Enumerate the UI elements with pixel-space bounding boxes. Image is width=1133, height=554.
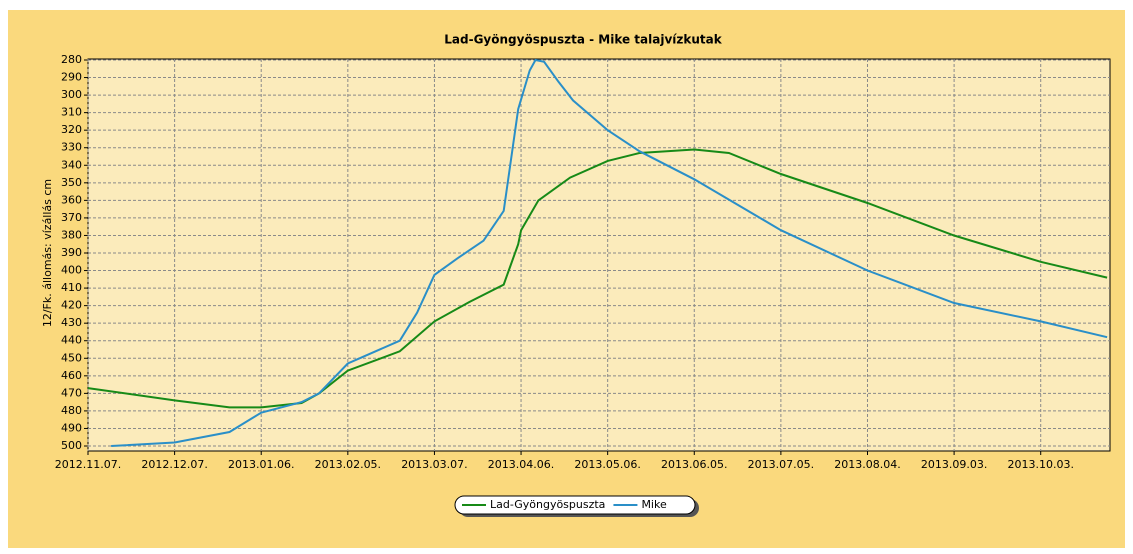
y-tick-label: 500 [61, 439, 82, 452]
y-tick-label: 340 [61, 158, 82, 171]
y-tick-label: 300 [61, 88, 82, 101]
x-tick-label: 2012.12.07. [141, 458, 207, 471]
y-tick-label: 360 [61, 193, 82, 206]
x-tick-label: 2013.08.04. [834, 458, 900, 471]
y-tick-label: 330 [61, 141, 82, 154]
x-tick-label: 2013.02.05. [315, 458, 381, 471]
y-tick-label: 470 [61, 386, 82, 399]
y-tick-label: 290 [61, 71, 82, 84]
legend: Lad-Gyöngyöspuszta Mike [454, 495, 699, 517]
plot-area [87, 58, 1111, 452]
y-tick-label: 310 [61, 106, 82, 119]
y-tick-label: 370 [61, 211, 82, 224]
y-tick-label: 400 [61, 264, 82, 277]
y-tick-label: 480 [61, 404, 82, 417]
y-tick-label: 460 [61, 369, 82, 382]
x-tick-label: 2013.04.06. [488, 458, 554, 471]
legend-label: Lad-Gyöngyöspuszta [490, 498, 605, 511]
x-tick-label: 2013.06.05. [661, 458, 727, 471]
y-tick-label: 420 [61, 299, 82, 312]
chart-title: Lad-Gyöngyöspuszta - Mike talajvízkutak [444, 33, 722, 47]
y-tick-label: 280 [61, 53, 82, 66]
y-tick-label: 380 [61, 228, 82, 241]
x-tick-label: 2012.11.07. [55, 458, 121, 471]
legend-box [454, 495, 696, 515]
x-tick-label: 2013.07.05. [748, 458, 814, 471]
y-tick-label: 320 [61, 123, 82, 136]
y-axis-label: 12/Fk. állomás: vízállás cm [41, 179, 54, 327]
x-tick-label: 2013.03.07. [401, 458, 467, 471]
x-tick-label: 2013.09.03. [921, 458, 987, 471]
x-tick-label: 2013.05.06. [574, 458, 640, 471]
y-tick-label: 440 [61, 334, 82, 347]
y-tick-label: 390 [61, 246, 82, 259]
x-tick-label: 2013.10.03. [1007, 458, 1073, 471]
y-tick-label: 490 [61, 421, 82, 434]
y-tick-label: 450 [61, 351, 82, 364]
x-tick-label: 2013.01.06. [228, 458, 294, 471]
y-tick-label: 350 [61, 176, 82, 189]
y-tick-label: 410 [61, 281, 82, 294]
y-tick-label: 430 [61, 316, 82, 329]
line-series [111, 58, 1108, 447]
legend-label: Mike [641, 498, 667, 511]
